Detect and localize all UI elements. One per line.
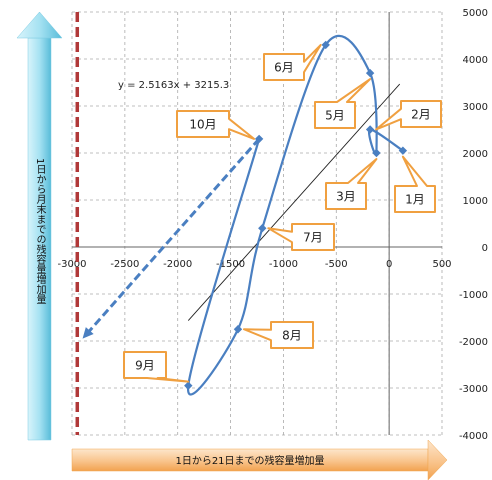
y-tick-label: 1000	[463, 196, 488, 207]
callout-box	[267, 223, 335, 251]
data-point-marker	[398, 146, 408, 155]
y-tick-label: 4000	[463, 55, 488, 66]
x-tick-label: -1500	[216, 259, 245, 270]
data-label: 9月	[135, 359, 155, 373]
trendline-segment	[187, 83, 401, 321]
forecast-arrow-shaft	[87, 137, 261, 333]
data-label: 3月	[336, 190, 356, 204]
x-tick-label: -2000	[163, 259, 192, 270]
data-label: 5月	[325, 109, 345, 123]
data-point-marker	[365, 68, 375, 78]
y-axis-label: 1日から月末までの残容量増加量	[34, 158, 46, 304]
x-axis-label: 1日から21日までの残容量増加量	[175, 454, 324, 467]
y-tick-label: -4000	[459, 431, 488, 442]
y-tick-label: 0	[482, 243, 488, 254]
callout-box	[263, 43, 322, 81]
callout-box	[325, 158, 378, 210]
grid	[71, 11, 443, 436]
data-point-marker	[365, 125, 375, 134]
data-point-marker	[258, 224, 267, 233]
callout-box	[176, 110, 256, 140]
y-tick-label: -2000	[459, 337, 488, 348]
trendline	[187, 83, 401, 321]
callout-box	[242, 321, 314, 349]
trendline-equation: y = 2.5163x + 3215.3	[118, 80, 229, 91]
y-tick-label: 3000	[463, 102, 488, 113]
callout-box	[375, 100, 442, 131]
y-tick-label: -3000	[459, 384, 488, 395]
data-point-marker	[372, 148, 381, 158]
data-label: 1月	[405, 193, 425, 207]
x-axis-label-arrow: 1日から21日までの残容量増加量	[71, 439, 448, 480]
data-point-marker	[254, 134, 264, 144]
x-tick-label: -2500	[110, 259, 139, 270]
data-point-marker	[321, 40, 330, 50]
callouts: 1月 2月 3月 5月 6月 7月 8月 9月 10月	[123, 43, 442, 383]
y-tick-label: 2000	[463, 149, 488, 160]
forecast-arrow	[82, 137, 261, 339]
y-tick-label: 5000	[463, 8, 488, 19]
data-point-marker	[184, 381, 193, 390]
x-tick-label: -3000	[57, 259, 86, 270]
data-label: 8月	[282, 329, 302, 343]
x-tick-label: 0	[386, 259, 392, 270]
data-label: 6月	[274, 61, 294, 75]
y-tick-labels: 5000 4000 3000 2000 1000 0 -1000 -2000 -3000 -400…	[459, 8, 488, 442]
forecast-arrow-head	[82, 327, 94, 339]
x-tick-labels: -3000 -2500 -2000 -1500 -1000 -500 0 500	[57, 259, 451, 270]
x-tick-label: -1000	[269, 259, 298, 270]
data-points	[184, 40, 408, 390]
x-tick-label: 500	[432, 259, 451, 270]
data-label: 2月	[411, 108, 431, 122]
callout-box	[314, 78, 372, 129]
y-tick-label: -1000	[459, 290, 488, 301]
callout-box	[394, 155, 436, 213]
callout-box	[123, 351, 190, 383]
data-label: 7月	[303, 231, 323, 245]
y-axis-label-arrow: 1日から月末までの残容量増加量	[16, 11, 63, 441]
x-tick-label: -500	[325, 259, 348, 270]
data-label: 10月	[189, 118, 216, 132]
data-point-marker	[233, 325, 243, 334]
